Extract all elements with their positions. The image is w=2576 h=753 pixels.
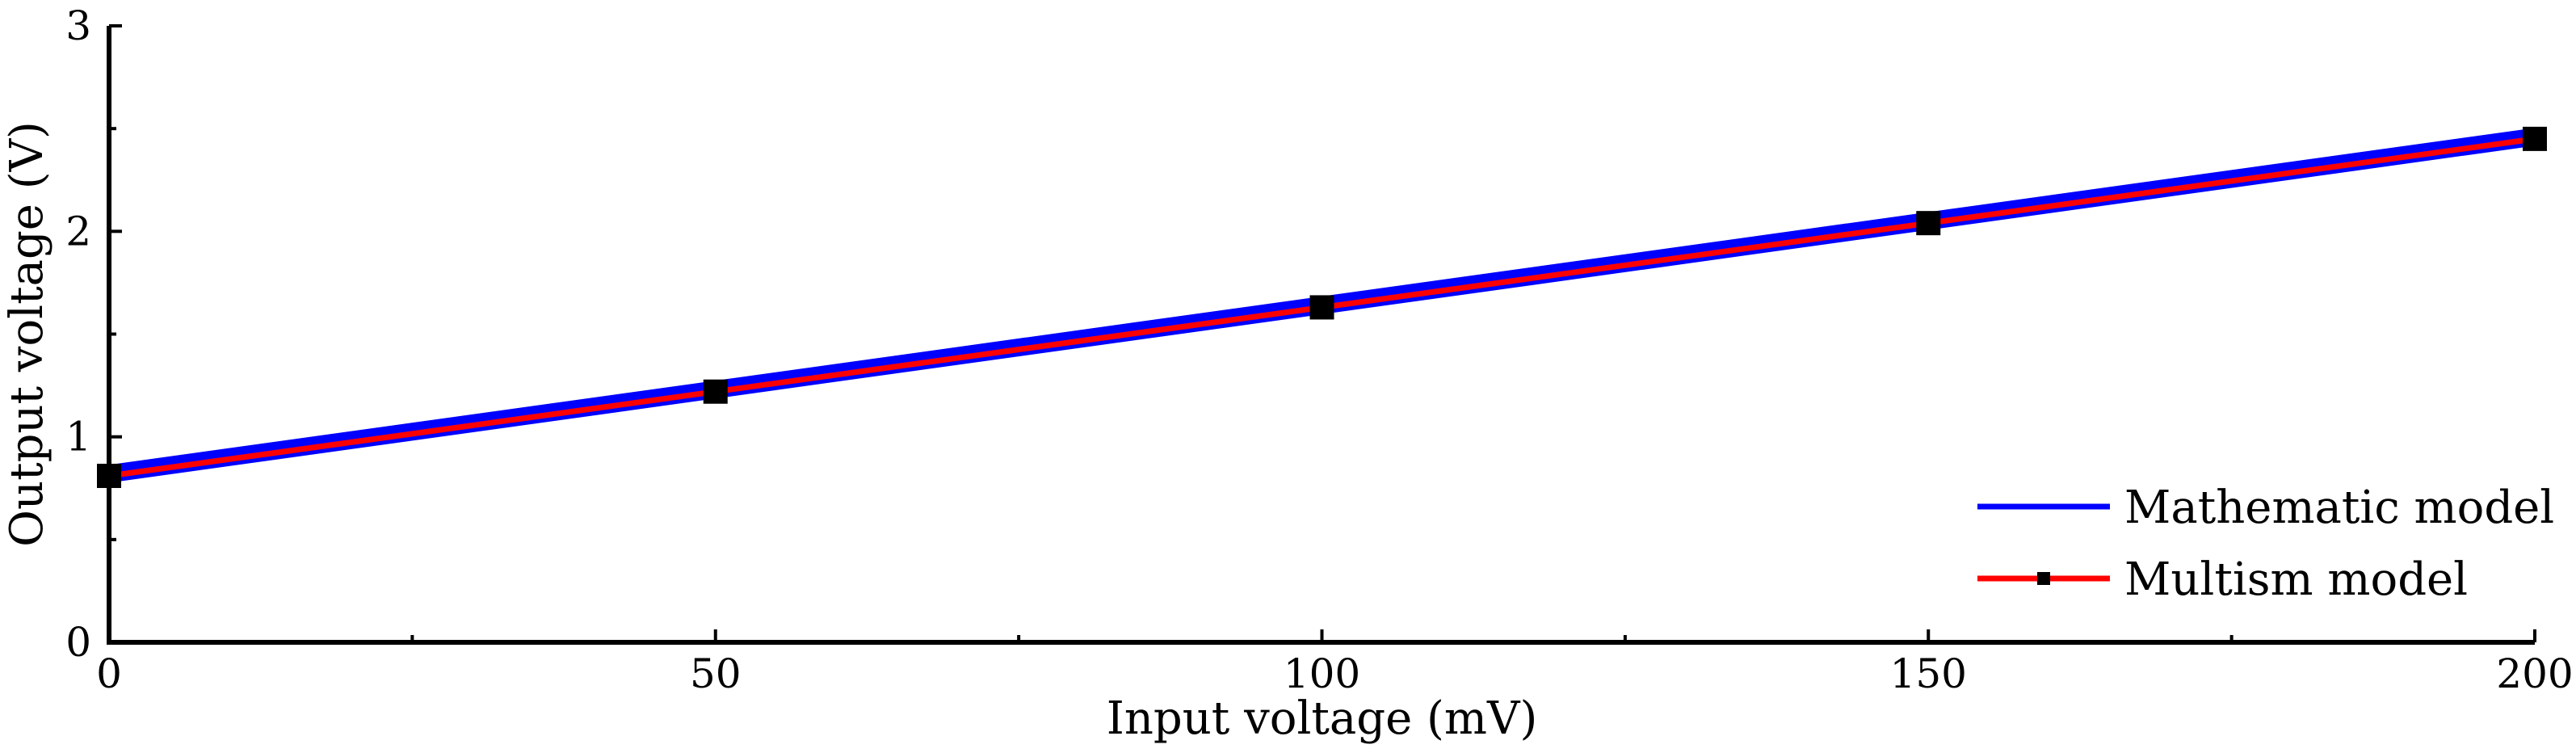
data-point-marker (1916, 211, 1941, 236)
y-tick-label: 2 (65, 208, 91, 255)
chart-plot-area (97, 126, 2547, 488)
legend-marker-multism-model (2037, 572, 2050, 585)
x-tick-label: 200 (2496, 650, 2573, 697)
data-point-marker (1309, 295, 1334, 320)
x-tick-label: 100 (1284, 650, 1360, 697)
x-tick-label: 150 (1890, 650, 1967, 697)
y-tick-label: 0 (65, 619, 91, 666)
data-point-marker (703, 379, 728, 404)
y-axis-label: Output voltage (V) (1, 121, 53, 547)
chart-legend: Mathematic model Multism model (1977, 482, 2554, 606)
y-tick-label: 3 (65, 2, 91, 49)
x-tick-label: 0 (96, 650, 122, 697)
data-point-marker (97, 463, 121, 488)
legend-label-multism-model: Multism model (2124, 553, 2468, 606)
legend-label-mathematic-model: Mathematic model (2124, 482, 2554, 534)
data-point-marker (2523, 126, 2547, 151)
x-tick-label: 50 (690, 650, 742, 697)
y-tick-label: 1 (65, 414, 91, 461)
chart-axes: 0 50 100 150 200 0 1 2 3 (65, 2, 2574, 697)
x-axis-label: Input voltage (mV) (1107, 692, 1538, 745)
